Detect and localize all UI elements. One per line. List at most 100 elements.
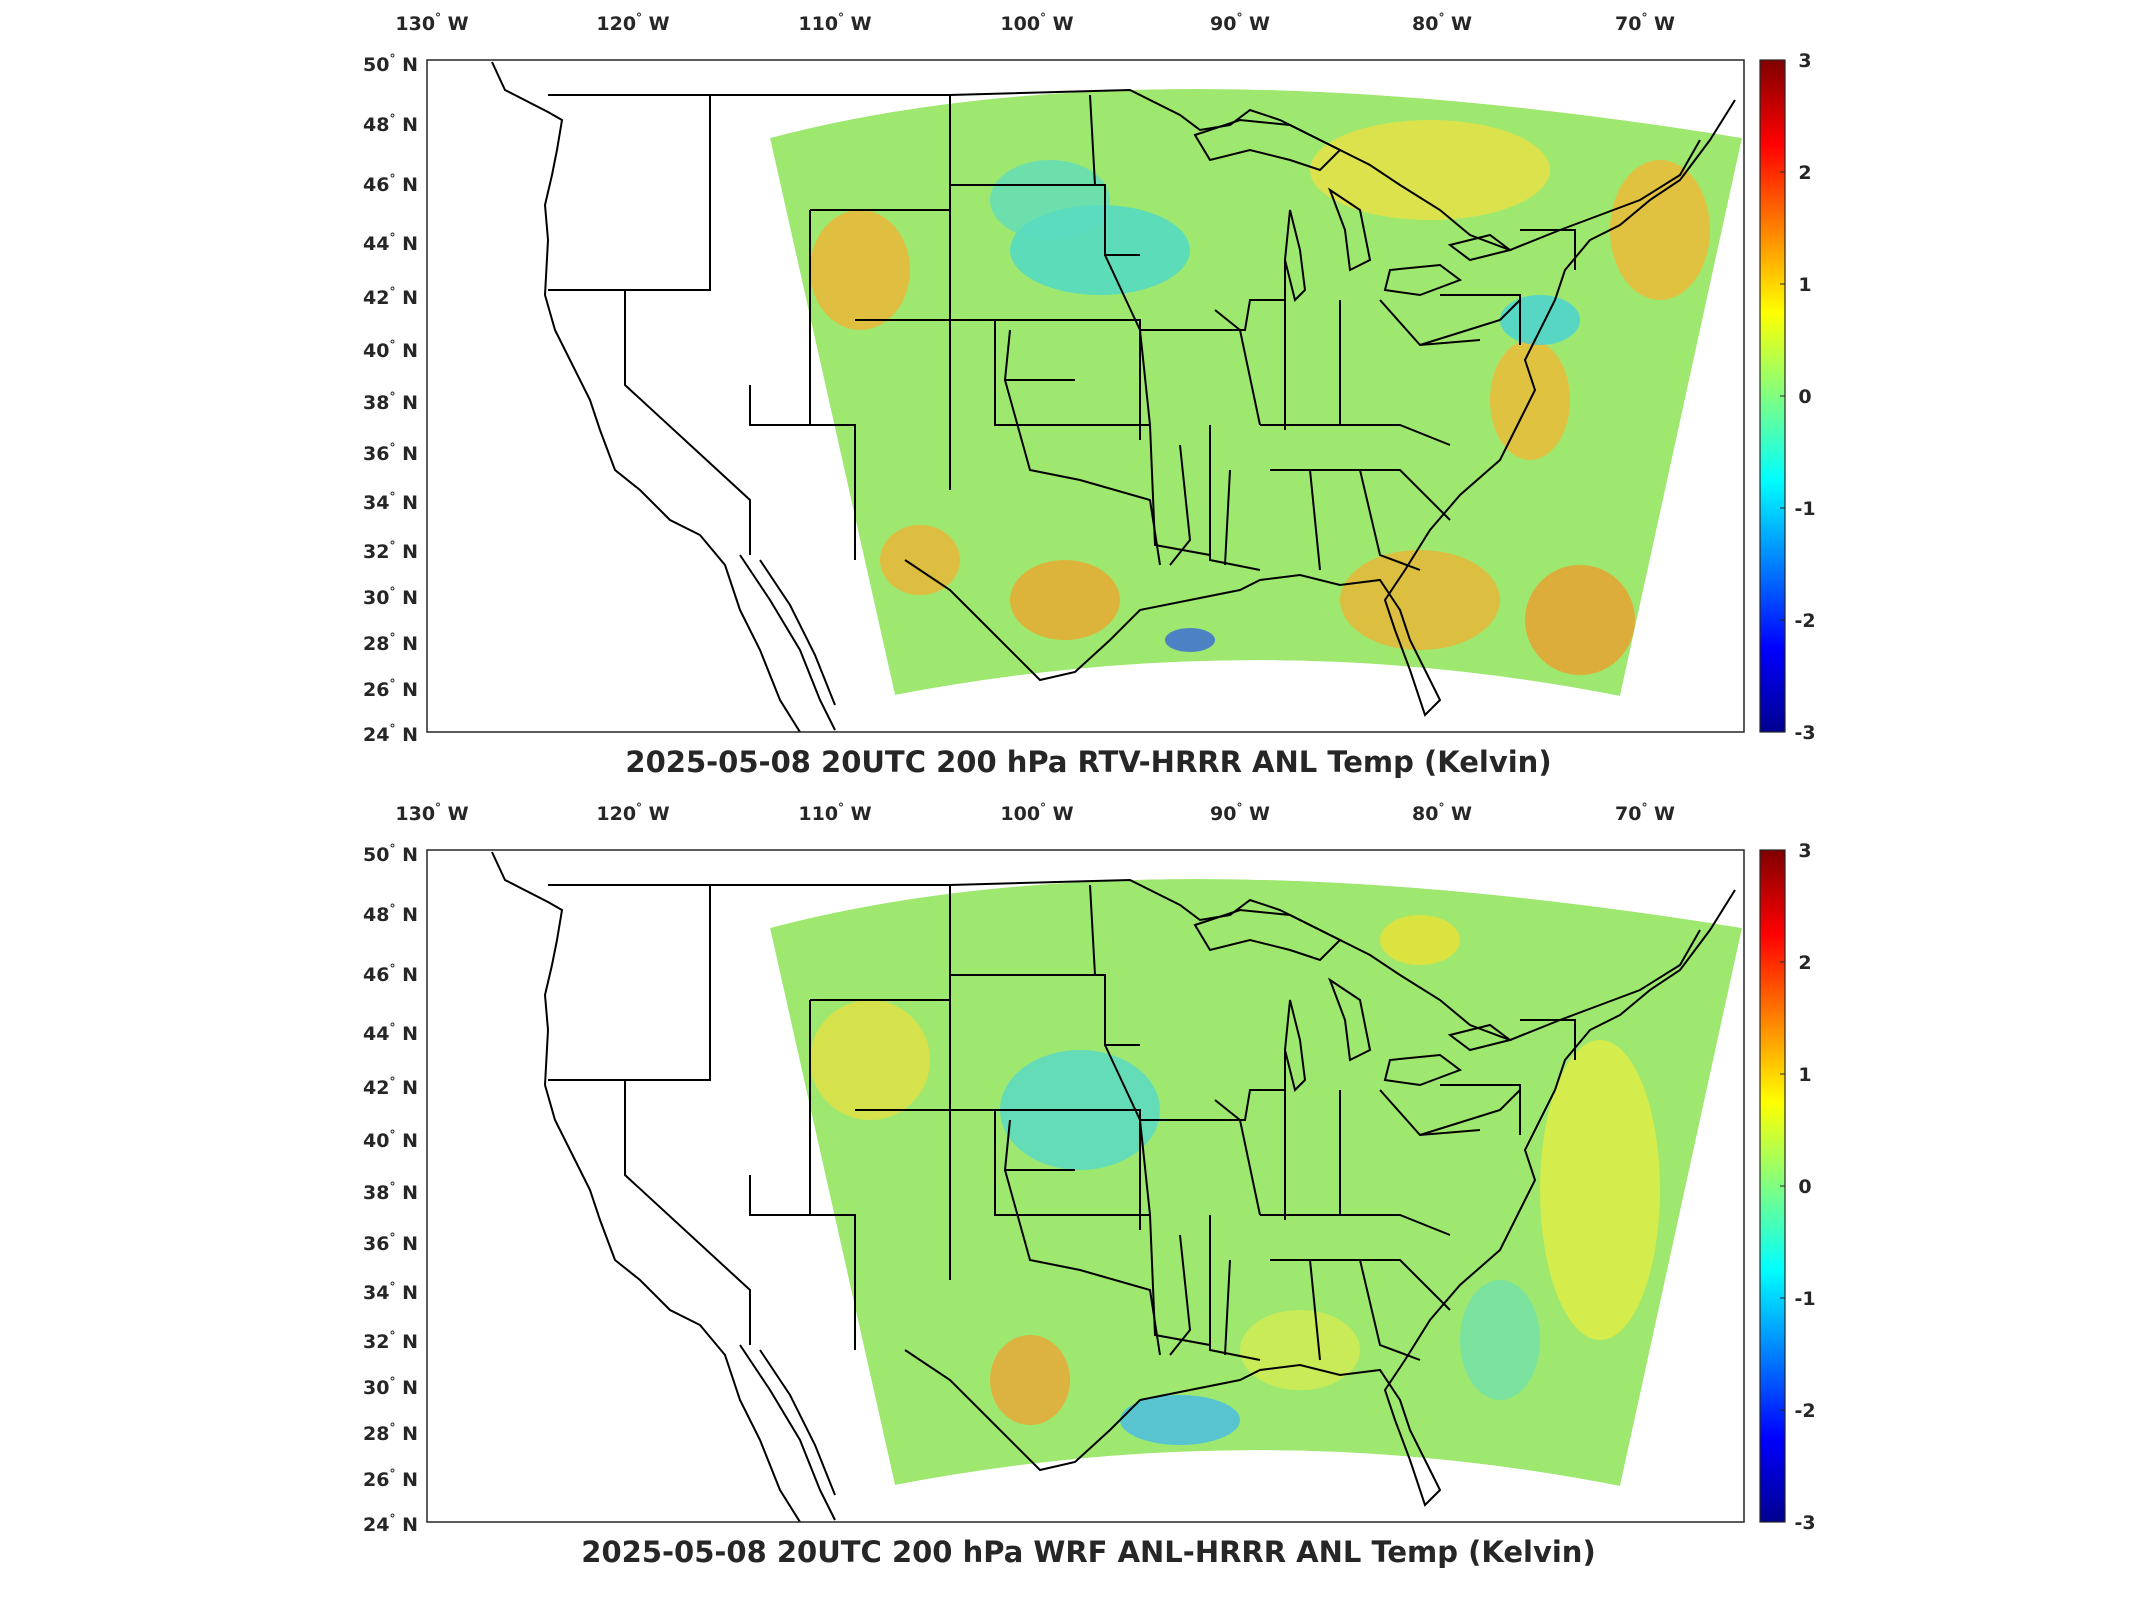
map-frame <box>426 59 1745 733</box>
east-gulf-coastline <box>904 889 1736 1507</box>
latitude-tick-label: 26° N <box>363 677 418 701</box>
longitude-tick-label: 90° W <box>1210 11 1270 35</box>
longitude-tick-label: 100° W <box>1000 11 1073 35</box>
state-boundary <box>749 385 856 560</box>
longitude-tick-label: 130° W <box>395 11 468 35</box>
longitude-tick-label: 110° W <box>798 801 871 825</box>
longitude-tick-label: 110° W <box>798 11 871 35</box>
field-anomaly-patch <box>990 1335 1070 1425</box>
state-boundary <box>749 1175 856 1350</box>
latitude-tick-label: 38° N <box>363 1180 418 1204</box>
state-boundary <box>1140 1089 1285 1121</box>
latitude-tick-label: 48° N <box>363 902 418 926</box>
state-boundary <box>1520 229 1576 270</box>
baja-coastline <box>739 1344 836 1521</box>
colorbar-tick-label: 1 <box>1798 274 1811 296</box>
latitude-tick-label: 44° N <box>363 1021 418 1045</box>
latitude-tick-label: 28° N <box>363 631 418 655</box>
map-panel-rtv: 130° W 120° W 110° W 100° W 90° W 80° W 70° W 5… <box>363 11 1816 779</box>
state-boundary <box>1169 444 1192 566</box>
latitude-tick-label: 36° N <box>363 1231 418 1255</box>
canada-border <box>548 88 1701 252</box>
state-boundary <box>1004 1169 1161 1356</box>
state-boundary <box>1224 1259 1231 1356</box>
colorbar-tick-label: 2 <box>1798 162 1811 184</box>
map-axes: 130° W 120° W 110° W 100° W 90° W 80° W 70° W 5… <box>363 801 1816 1536</box>
field-anomaly-patch <box>810 210 910 330</box>
canada-border <box>548 878 1701 1042</box>
latitude-tick-label: 26° N <box>363 1467 418 1491</box>
state-boundary <box>950 974 1140 1046</box>
latitude-tick-label: 24° N <box>363 722 418 746</box>
latitude-tick-label: 40° N <box>363 1128 418 1152</box>
field-anomaly-patch <box>810 1000 930 1120</box>
state-boundary <box>1419 299 1521 346</box>
state-boundary <box>1440 294 1521 345</box>
state-boundary <box>548 885 711 1081</box>
state-boundary <box>1209 425 1261 571</box>
geographic-boundaries <box>491 851 1736 1522</box>
baja-coastline <box>739 554 836 731</box>
longitude-tick-label: 80° W <box>1412 11 1472 35</box>
state-boundary <box>1140 299 1285 331</box>
longitude-tick-label: 70° W <box>1615 801 1675 825</box>
latitude-tick-label: 32° N <box>363 1329 418 1353</box>
colorbar-tick-label: -1 <box>1794 498 1815 520</box>
colorbar-tick-label: 2 <box>1798 952 1811 974</box>
field-anomaly-patch <box>1380 915 1460 965</box>
latitude-tick-label: 38° N <box>363 390 418 414</box>
state-boundary <box>624 1080 751 1345</box>
state-boundary <box>1224 469 1231 566</box>
geographic-boundaries <box>491 61 1736 732</box>
colorbar-tick-label: -1 <box>1794 1288 1815 1310</box>
latitude-tick-label: 28° N <box>363 1421 418 1445</box>
state-boundary <box>548 95 711 291</box>
latitude-tick-label: 24° N <box>363 1512 418 1536</box>
temperature-field <box>427 60 1744 732</box>
state-boundary <box>1419 1089 1521 1136</box>
great-lakes <box>1193 118 1513 302</box>
state-boundary <box>1270 469 1451 521</box>
temperature-field <box>427 850 1744 1522</box>
west-coastline <box>491 851 801 1522</box>
field-anomaly-patch <box>1610 160 1710 300</box>
latitude-tick-label: 32° N <box>363 539 418 563</box>
state-boundary <box>950 184 1140 256</box>
latitude-tick-label: 34° N <box>363 1280 418 1304</box>
state-boundary <box>1359 469 1421 571</box>
great-lakes <box>1193 908 1513 1092</box>
latitude-tick-label: 44° N <box>363 231 418 255</box>
field-anomaly-patch <box>1460 1280 1540 1400</box>
state-boundary <box>1260 424 1451 446</box>
outside-domain-mask <box>427 60 1744 732</box>
longitude-tick-label: 130° W <box>395 801 468 825</box>
field-anomaly-patch <box>1240 1310 1360 1390</box>
map-title-rtv: 2025-05-08 20UTC 200 hPa RTV-HRRR ANL Te… <box>625 745 1552 779</box>
field-anomaly-patch <box>1500 295 1580 345</box>
longitude-tick-label: 100° W <box>1000 801 1073 825</box>
colorbar-tick-label: -3 <box>1794 1512 1815 1534</box>
field-anomaly-patch <box>1525 565 1635 675</box>
map-figure-rtv: 130° W 120° W 110° W 100° W 90° W 80° W 70° W 5… <box>363 11 1816 746</box>
state-boundary <box>855 319 1150 426</box>
colorbar-tick-label: -2 <box>1794 610 1815 632</box>
colorbar-tick-label: 3 <box>1798 50 1811 72</box>
longitude-tick-label: 80° W <box>1412 801 1472 825</box>
field-anomaly-patch <box>1120 1395 1240 1445</box>
field-anomaly-patch <box>1165 628 1215 652</box>
colorbar-tick-label: 3 <box>1798 840 1811 862</box>
latitude-tick-label: 36° N <box>363 441 418 465</box>
latitude-tick-label: 30° N <box>363 585 418 609</box>
latitude-tick-label: 42° N <box>363 285 418 309</box>
state-boundary <box>855 1109 1150 1216</box>
east-gulf-coastline <box>904 99 1736 717</box>
map-panel-wrf: 130° W 120° W 110° W 100° W 90° W 80° W 70° W 5… <box>0 790 2133 1590</box>
field-anomaly-patch <box>1010 560 1120 640</box>
field-anomaly-patch <box>1340 550 1500 650</box>
map-title-wrf: 2025-05-08 20UTC 200 hPa WRF ANL-HRRR AN… <box>581 1535 1596 1569</box>
state-boundary <box>1440 1084 1521 1135</box>
state-boundary <box>1309 469 1321 571</box>
latitude-tick-label: 46° N <box>363 962 418 986</box>
longitude-tick-label: 120° W <box>596 801 669 825</box>
latitude-tick-label: 46° N <box>363 172 418 196</box>
